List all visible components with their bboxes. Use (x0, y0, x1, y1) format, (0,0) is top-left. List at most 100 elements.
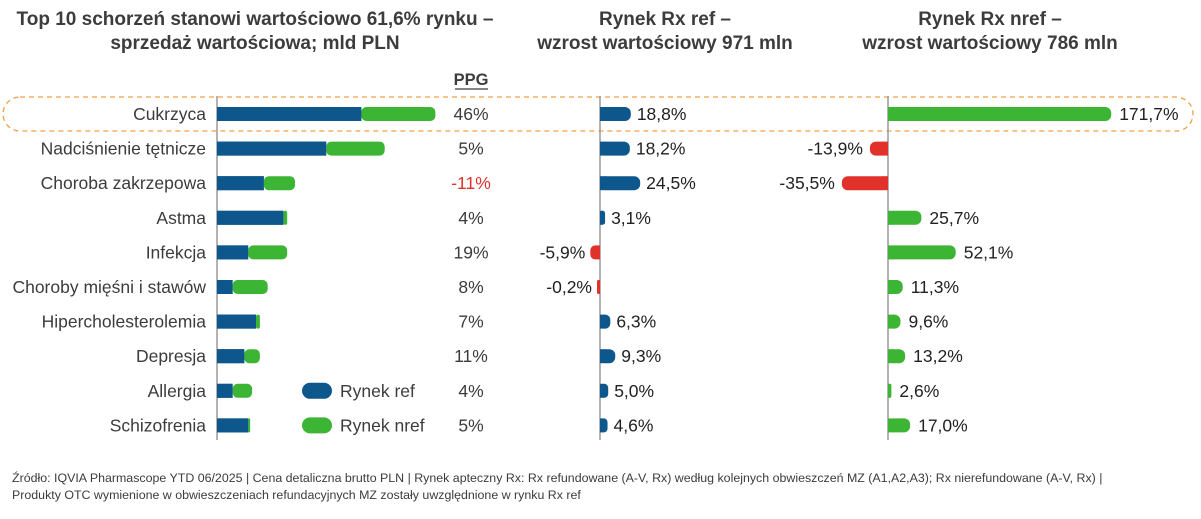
source-note: Źródło: IQVIA Pharmascope YTD 06/2025 | … (12, 470, 1197, 504)
right-bar-base-choroba-zakrzepowa (882, 176, 888, 191)
right-bar-base-choroby-miesni-i-stawow (888, 280, 894, 294)
mid-bar-choroba-zakrzepowa (600, 176, 641, 191)
bar-ref-seam-choroba-zakrzepowa (217, 176, 264, 191)
right-value-label-infekcja: 52,1% (964, 242, 1014, 262)
middle-title-line-2: wzrost wartościowy 971 mln (537, 33, 793, 54)
category-label-schizofrenia: Schizofrenia (110, 415, 207, 435)
ppg-header: PPG (454, 71, 489, 89)
ppg-value-choroba-zakrzepowa: -11% (451, 173, 491, 193)
right-value-label-depresja: 13,2% (913, 346, 963, 366)
category-label-allergia: Allergia (148, 381, 207, 401)
mid-bar-base-depresja (600, 349, 606, 364)
right-bar-base-infekcja (888, 245, 894, 260)
middle-chart-title: Rynek Rx ref – wzrost wartościowy 971 ml… (505, 8, 825, 56)
bar-nref-schizofrenia (248, 418, 251, 433)
bar-nref-astma (283, 210, 288, 225)
bar-ref-seam-depresja (217, 349, 245, 364)
right-title-line-2: wzrost wartościowy 786 mln (862, 33, 1118, 54)
bar-ref-seam-astma (217, 210, 284, 225)
bar-ref-seam-infekcja (217, 245, 249, 260)
bar-nref-infekcja (248, 245, 288, 260)
mid-value-label-choroba-zakrzepowa: 24,5% (646, 173, 696, 193)
left-chart-title: Top 10 schorzeń stanowi wartościowo 61,6… (0, 8, 510, 56)
mid-bar-base-nadcisnienie-tetnicze (600, 141, 606, 156)
bar-ref-seam-choroby-miesni-i-stawow (217, 280, 233, 294)
category-label-cukrzyca: Cukrzyca (133, 104, 206, 124)
mid-value-label-depresja: 9,3% (621, 346, 661, 366)
right-bar-base-schizofrenia (888, 418, 894, 433)
category-label-astma: Astma (156, 208, 206, 228)
bar-ref-seam-hipercholesterolemia (217, 314, 256, 329)
highlight-box (2, 96, 1194, 132)
bar-nref-choroba-zakrzepowa (263, 176, 295, 191)
mid-bar-base-schizofrenia (600, 418, 604, 433)
mid-value-label-infekcja: -5,9% (540, 242, 586, 262)
category-label-depresja: Depresja (136, 346, 206, 366)
middle-title-line-1: Rynek Rx ref – (598, 9, 731, 30)
right-bar-base-astma (888, 210, 894, 225)
source-line-2: Produkty OTC wymienione w obwieszczeniac… (12, 488, 581, 502)
bar-ref-seam-schizofrenia (217, 418, 249, 433)
source-line-1: Źródło: IQVIA Pharmascope YTD 06/2025 | … (12, 471, 1103, 485)
bar-nref-cukrzyca (361, 107, 436, 121)
bar-nref-allergia (232, 383, 253, 398)
right-bar-infekcja (888, 245, 956, 260)
right-value-label-allergia: 2,6% (899, 381, 939, 401)
right-bar-base-hipercholesterolemia (888, 314, 894, 329)
mid-bar-base-hipercholesterolemia (600, 314, 606, 329)
left-title-line-1: Top 10 schorzeń stanowi wartościowo 61,6… (16, 9, 494, 30)
bar-ref-seam-cukrzyca (217, 107, 362, 121)
mid-bar-base-infekcja (595, 245, 600, 260)
mid-value-label-schizofrenia: 4,6% (614, 415, 654, 435)
right-bar-cukrzyca (888, 107, 1112, 121)
ppg-value-depresja: 11% (454, 346, 488, 366)
ppg-value-astma: 4% (458, 208, 483, 228)
right-value-label-astma: 25,7% (929, 208, 979, 228)
category-label-choroby-miesni-i-stawow: Choroby mięśni i stawów (12, 277, 206, 297)
bar-nref-hipercholesterolemia (256, 314, 260, 329)
bar-nref-depresja (244, 349, 260, 364)
right-bar-base-cukrzyca (888, 107, 894, 121)
ppg-value-hipercholesterolemia: 7% (458, 312, 483, 332)
mid-bar-nadcisnienie-tetnicze (600, 141, 630, 156)
mid-bar-base-allergia (600, 383, 605, 398)
right-bar-base-depresja (888, 349, 894, 364)
mid-value-label-hipercholesterolemia: 6,3% (616, 312, 656, 332)
mid-value-label-choroby-miesni-i-stawow: -0,2% (546, 277, 592, 297)
legend-swatch-rynek-nref (302, 417, 332, 434)
legend-label-rynek-ref: Rynek ref (340, 381, 415, 401)
bar-ref-seam-nadcisnienie-tetnicze (217, 141, 327, 156)
right-value-label-nadcisnienie-tetnicze: -13,9% (807, 139, 862, 159)
category-label-nadcisnienie-tetnicze: Nadciśnienie tętnicze (41, 139, 206, 159)
bar-nref-choroby-miesni-i-stawow (232, 280, 268, 294)
category-label-infekcja: Infekcja (146, 242, 207, 262)
mid-value-label-allergia: 5,0% (614, 381, 654, 401)
legend-swatch-rynek-ref (302, 382, 332, 399)
right-chart-title: Rynek Rx nref – wzrost wartościowy 786 m… (830, 8, 1150, 56)
mid-value-label-cukrzyca: 18,8% (637, 104, 687, 124)
right-value-label-choroba-zakrzepowa: -35,5% (779, 173, 834, 193)
ppg-value-choroby-miesni-i-stawow: 8% (458, 277, 483, 297)
ppg-value-nadcisnienie-tetnicze: 5% (458, 139, 483, 159)
chart-canvas: Cukrzyca 46% Nadciśnienie tętnicze 5% Chorob… (2, 71, 1194, 440)
bar-nref-nadcisnienie-tetnicze (326, 141, 385, 156)
right-bar-base-allergia (888, 383, 890, 398)
legend-label-rynek-nref: Rynek nref (340, 415, 425, 435)
mid-bar-base-astma (600, 210, 603, 225)
right-bar-astma (888, 210, 922, 225)
right-value-label-choroby-miesni-i-stawow: 11,3% (911, 277, 959, 297)
ppg-value-schizofrenia: 5% (458, 415, 483, 435)
bar-ref-seam-allergia (217, 383, 233, 398)
right-value-label-cukrzyca: 171,7% (1119, 104, 1178, 124)
right-value-label-hipercholesterolemia: 9,6% (908, 312, 948, 332)
right-bar-choroba-zakrzepowa (841, 176, 888, 191)
ppg-value-infekcja: 19% (453, 242, 488, 262)
category-label-choroba-zakrzepowa: Choroba zakrzepowa (41, 173, 207, 193)
right-value-label-schizofrenia: 17,0% (918, 415, 968, 435)
mid-bar-base-choroba-zakrzepowa (600, 176, 606, 191)
right-title-line-1: Rynek Rx nref – (918, 9, 1062, 30)
mid-value-label-astma: 3,1% (611, 208, 651, 228)
mid-bar-base-cukrzyca (600, 107, 606, 121)
mid-value-label-nadcisnienie-tetnicze: 18,2% (636, 139, 686, 159)
